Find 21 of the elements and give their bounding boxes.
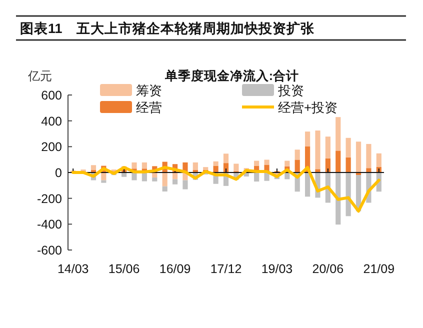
chart-subtitle: 单季度现金净流入:合计 <box>164 68 300 83</box>
y-tick-label: -400 <box>36 218 62 232</box>
x-tick-label: 16/09 <box>159 262 191 276</box>
legend-label: 经营+投资 <box>278 100 338 115</box>
x-tick-label: 17/12 <box>210 262 242 276</box>
legend-label: 投资 <box>277 83 304 98</box>
x-tick-label: 21/09 <box>363 262 395 276</box>
y-tick-label: 400 <box>41 114 62 128</box>
chart-title: 图表11 五大上市猪企本轮猪周期加快投资扩张 <box>20 20 316 36</box>
legend-label: 经营 <box>136 100 162 115</box>
y-tick-label: 0 <box>55 166 62 180</box>
x-tick-label: 14/03 <box>57 262 89 276</box>
x-tick-label: 20/06 <box>312 262 344 276</box>
x-tick-label: 15/06 <box>108 262 140 276</box>
y-tick-label: 600 <box>41 88 62 102</box>
y-axis-title: 亿元 <box>27 69 52 83</box>
x-tick-label: 19/03 <box>261 262 293 276</box>
y-tick-label: -600 <box>36 244 62 258</box>
y-tick-label: 200 <box>41 140 62 154</box>
y-tick-label: -200 <box>36 192 62 206</box>
legend-label: 筹资 <box>136 83 162 98</box>
